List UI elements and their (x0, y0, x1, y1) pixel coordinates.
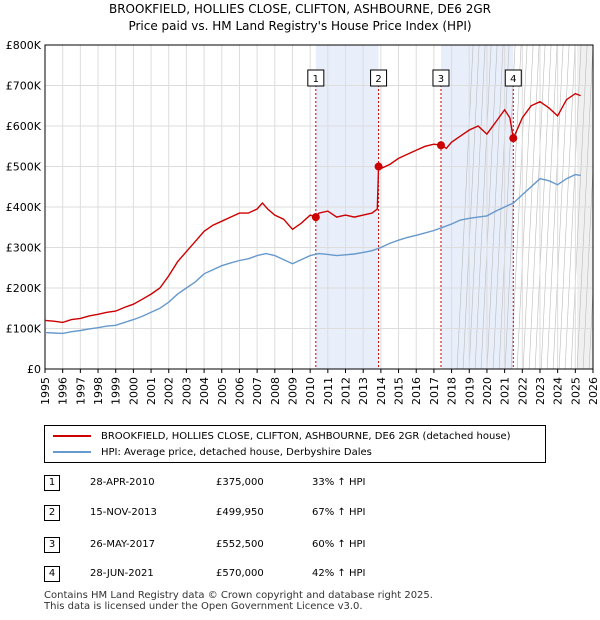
x-tick-label: 1998 (92, 377, 105, 405)
sale-date: 26-MAY-2017 (90, 539, 156, 550)
sale-label: 2 (375, 74, 381, 85)
x-tick-label: 2014 (375, 377, 388, 405)
x-tick-label: 2000 (127, 377, 140, 405)
sale-label-box (504, 69, 522, 87)
y-tick-label: £400K (6, 201, 42, 214)
legend-swatch-property (53, 435, 91, 437)
chart-title: BROOKFIELD, HOLLIES CLOSE, CLIFTON, ASHB… (108, 2, 492, 16)
sale-number: 4 (44, 566, 60, 582)
x-tick-label: 1997 (74, 377, 87, 405)
sale-label: 1 (313, 74, 319, 85)
x-tick-label: 2006 (233, 377, 246, 405)
sale-label-box (307, 69, 325, 87)
y-tick-label: £300K (6, 242, 42, 255)
series-line (44, 92, 581, 324)
x-tick-label: 2002 (163, 377, 176, 405)
x-tick-label: 2015 (393, 377, 406, 405)
x-tick-label: 2013 (357, 377, 370, 405)
x-tick-label: 2005 (216, 377, 229, 405)
y-tick-label: £0 (27, 363, 41, 376)
sale-number: 2 (44, 505, 60, 521)
x-tick-label: 2009 (286, 377, 299, 405)
sale-number: 3 (44, 537, 60, 553)
legend-item-hpi: HPI: Average price, detached house, Derb… (53, 444, 372, 460)
y-tick-label: £800K (6, 39, 42, 52)
x-tick-label: 2010 (304, 377, 317, 405)
sale-price: £499,950 (216, 507, 264, 518)
x-tick-label: 1995 (39, 377, 52, 405)
x-tick-label: 2012 (340, 377, 353, 405)
x-tick-label: 1996 (57, 377, 70, 405)
sale-point (374, 162, 383, 171)
y-tick-label: £100K (6, 323, 42, 336)
sale-hpi-change: 60% ↑ HPI (312, 539, 366, 550)
sale-date: 28-APR-2010 (90, 477, 155, 488)
x-tick-label: 2018 (446, 377, 459, 405)
x-tick-label: 2025 (569, 377, 582, 405)
sale-date: 15-NOV-2013 (90, 507, 157, 518)
sale-hpi-change: 33% ↑ HPI (312, 477, 366, 488)
sale-price: £375,000 (216, 477, 264, 488)
legend: BROOKFIELD, HOLLIES CLOSE, CLIFTON, ASHB… (44, 425, 546, 463)
x-tick-label: 2019 (463, 377, 476, 405)
chart-subtitle: Price paid vs. HM Land Registry's House … (128, 19, 472, 33)
footer-licence: This data is licensed under the Open Gov… (44, 601, 363, 612)
x-tick-label: 2016 (410, 377, 423, 405)
y-tick-label: £500K (6, 161, 42, 174)
sale-point (436, 141, 445, 150)
x-tick-label: 2022 (516, 377, 529, 405)
x-tick-label: 2026 (587, 377, 600, 405)
x-tick-label: 2001 (145, 377, 158, 405)
x-tick-label: 2021 (499, 377, 512, 405)
x-tick-label: 2003 (180, 377, 193, 405)
y-tick-label: £600K (6, 120, 42, 133)
sale-label: 3 (438, 74, 444, 85)
forecast-mask (593, 43, 600, 371)
footer-copyright: Contains HM Land Registry data © Crown c… (44, 590, 433, 601)
x-tick-label: 2011 (322, 377, 335, 405)
sale-label: 4 (510, 74, 516, 85)
sale-label-box (370, 69, 388, 87)
y-tick-label: £700K (6, 80, 42, 93)
sale-price: £570,000 (216, 568, 264, 579)
x-tick-label: 2017 (428, 377, 441, 405)
plot-border (44, 44, 594, 370)
sale-label-box (432, 69, 450, 87)
sale-hpi-change: 42% ↑ HPI (312, 568, 366, 579)
sale-point (311, 213, 320, 222)
sale-hpi-change: 67% ↑ HPI (312, 507, 366, 518)
price-chart: £0 £100K £200K £300K £400K £500K £600K £700K £80… (6, 39, 600, 405)
legend-label-property: BROOKFIELD, HOLLIES CLOSE, CLIFTON, ASHB… (101, 430, 511, 442)
legend-label-hpi: HPI: Average price, detached house, Derb… (101, 446, 372, 458)
sale-date: 28-JUN-2021 (90, 568, 154, 579)
x-tick-label: 1999 (110, 377, 123, 405)
legend-item-property: BROOKFIELD, HOLLIES CLOSE, CLIFTON, ASHB… (53, 428, 511, 444)
series-line (44, 173, 581, 335)
x-tick-label: 2023 (534, 377, 547, 405)
x-tick-label: 2024 (552, 377, 565, 405)
x-tick-label: 2008 (269, 377, 282, 405)
sale-point (509, 134, 518, 143)
sale-number: 1 (44, 475, 60, 491)
legend-swatch-hpi (53, 451, 91, 453)
x-tick-label: 2020 (481, 377, 494, 405)
x-tick-label: 2007 (251, 377, 264, 405)
x-tick-label: 2004 (198, 377, 211, 405)
y-tick-label: £200K (6, 282, 42, 295)
sale-price: £552,500 (216, 539, 264, 550)
